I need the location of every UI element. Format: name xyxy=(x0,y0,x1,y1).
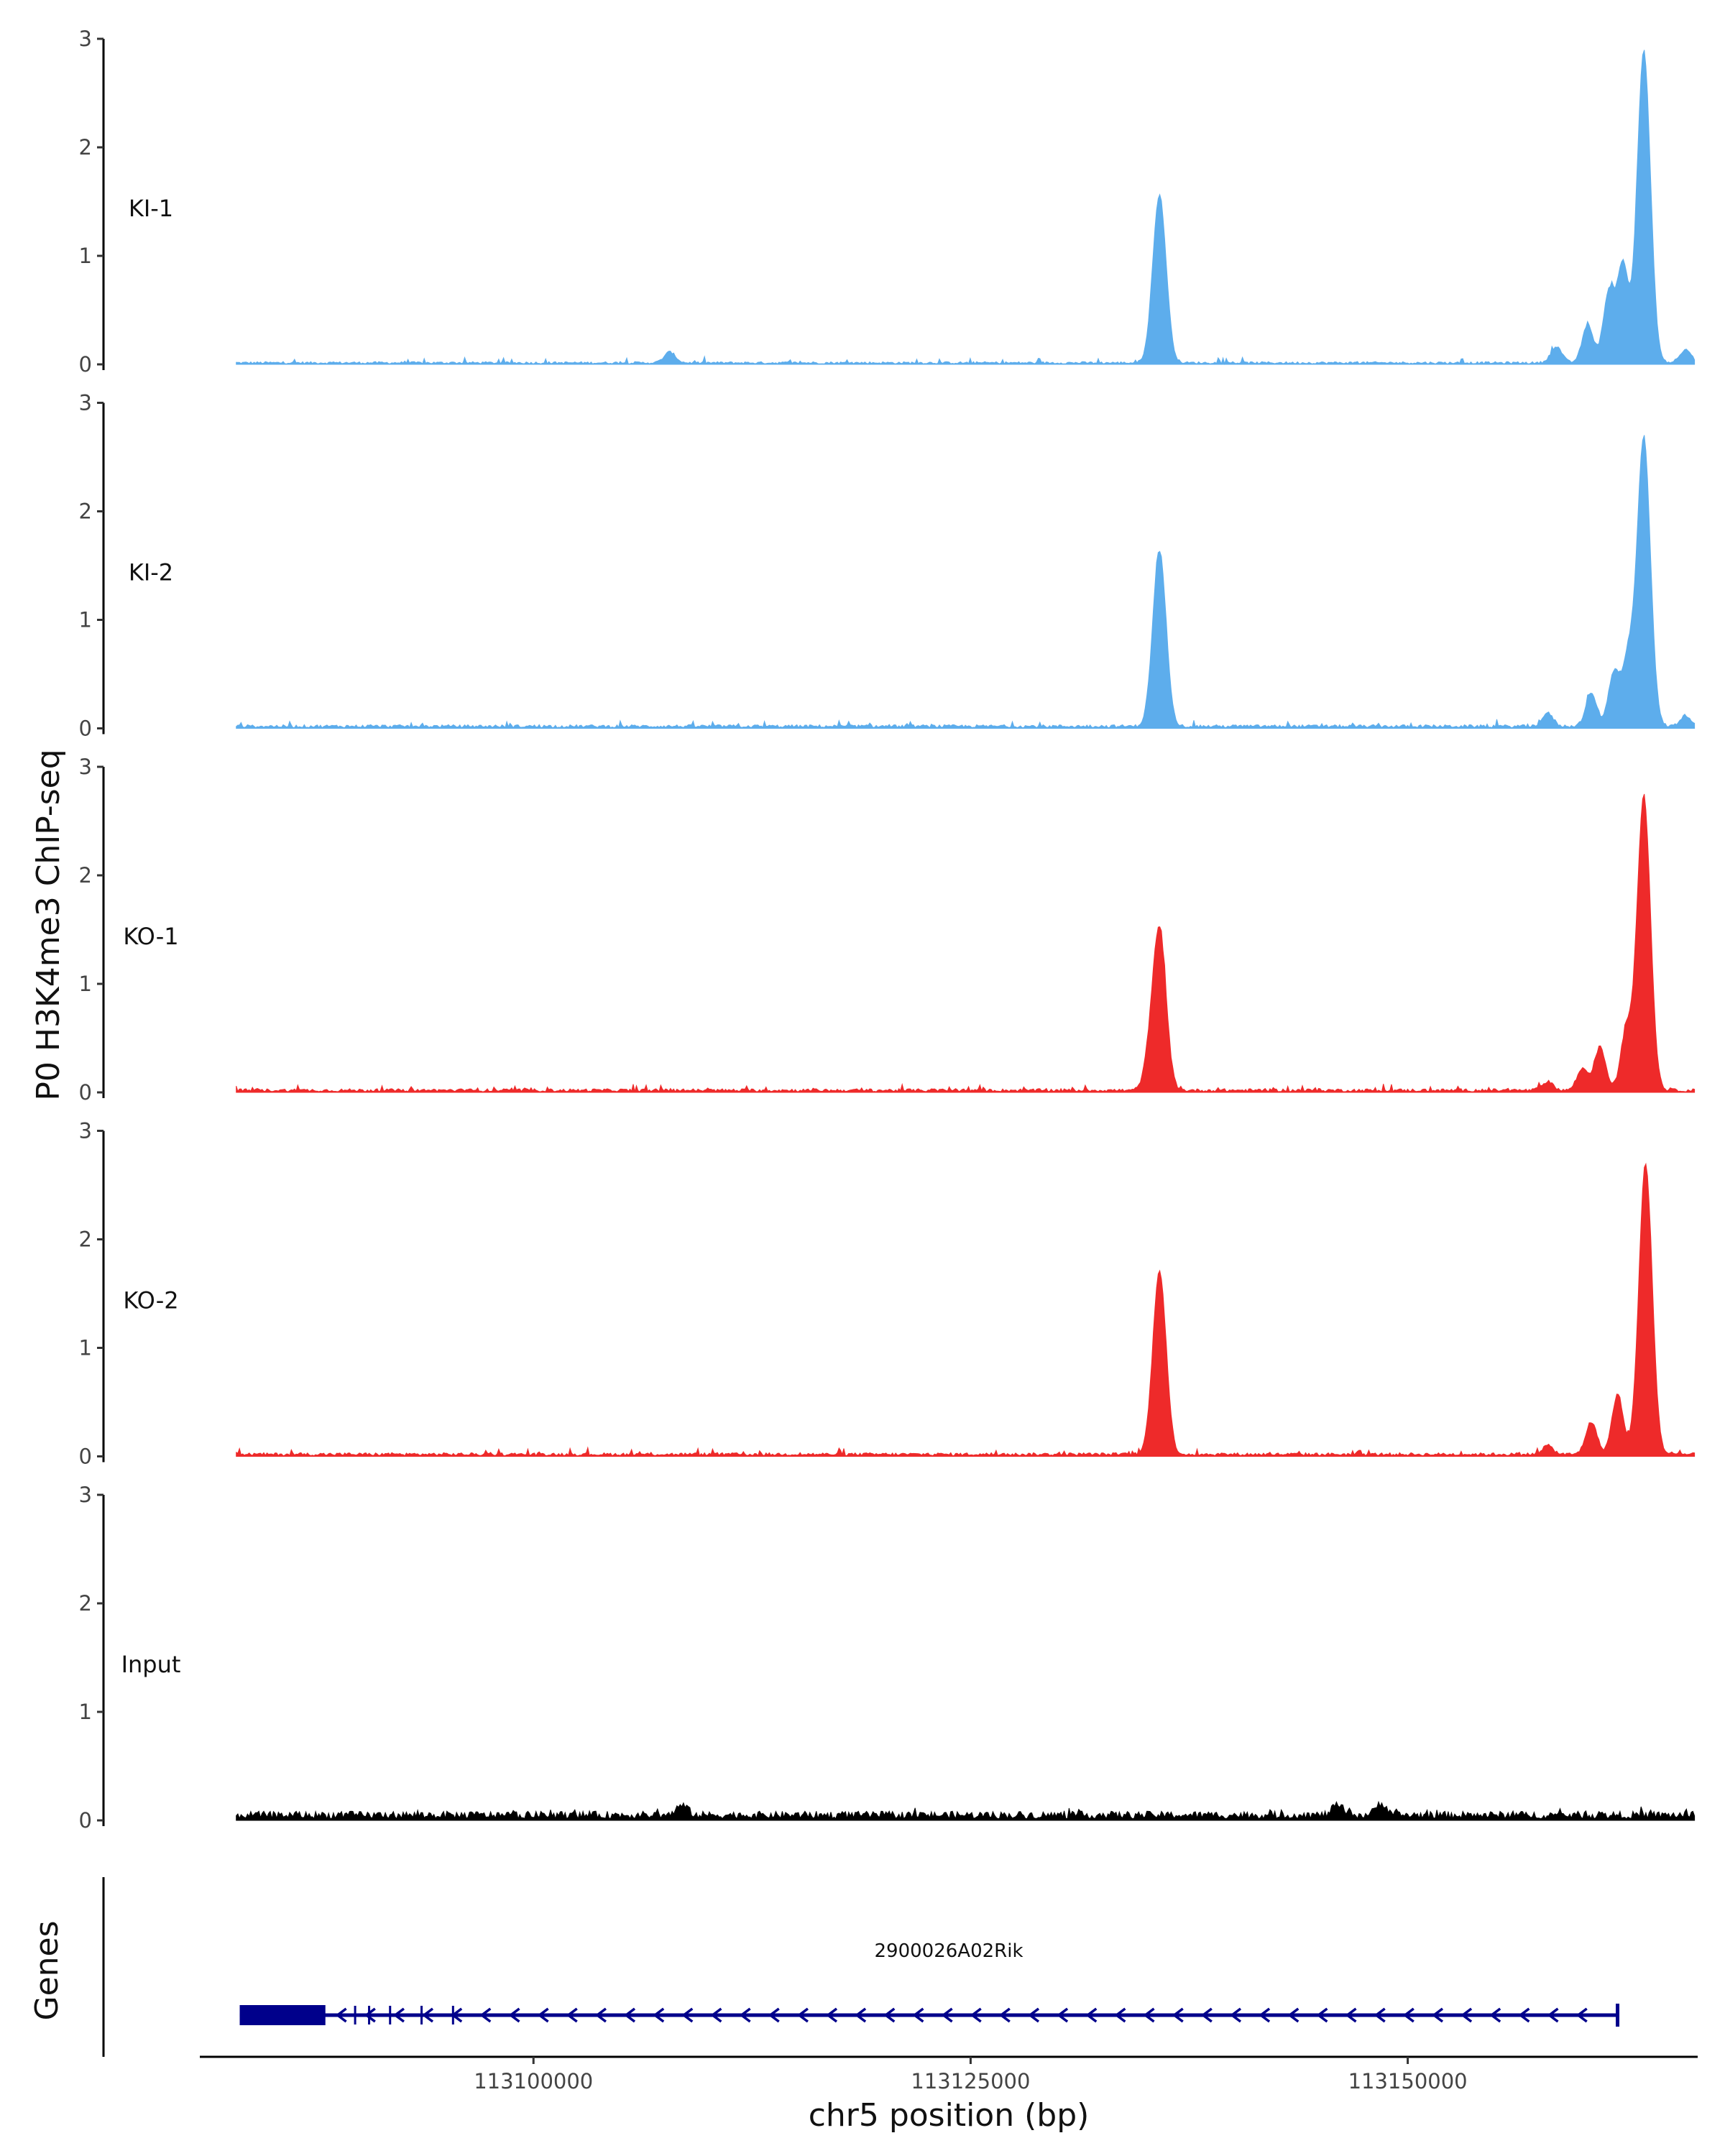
strand-arrow xyxy=(1200,2007,1213,2023)
strand-arrow xyxy=(1432,2007,1444,2023)
strand-arrow xyxy=(335,2007,347,2023)
strand-arrow xyxy=(710,2007,722,2023)
y-tick-label-input: 3 xyxy=(79,1483,92,1507)
y-tick-label-ko-1: 2 xyxy=(79,863,92,888)
strand-arrow xyxy=(1374,2007,1386,2023)
y-tick-label-input: 1 xyxy=(79,1700,92,1724)
strand-arrow xyxy=(826,2007,838,2023)
signal-area-ki-1 xyxy=(236,50,1696,366)
strand-arrow xyxy=(566,2007,578,2023)
strand-arrow xyxy=(1287,2007,1300,2023)
strand-arrow xyxy=(739,2007,751,2023)
strand-arrow xyxy=(653,2007,665,2023)
y-tick-label-ko-2: 3 xyxy=(79,1119,92,1143)
signal-area-ko-1 xyxy=(236,793,1696,1093)
strand-arrow xyxy=(1259,2007,1271,2023)
y-tick-label-ki-2: 1 xyxy=(79,608,92,632)
strand-arrow xyxy=(855,2007,867,2023)
x-tick-label: 113150000 xyxy=(1348,2069,1468,2093)
y-tick-label-ki-1: 3 xyxy=(79,27,92,51)
strand-arrow xyxy=(624,2007,636,2023)
strand-arrow xyxy=(1057,2007,1069,2023)
strand-arrow xyxy=(451,2007,463,2023)
y-tick-label-ko-2: 1 xyxy=(79,1336,92,1360)
y-tick-label-ko-1: 3 xyxy=(79,755,92,779)
y-tick-label-ki-2: 2 xyxy=(79,499,92,524)
strand-arrow xyxy=(1230,2007,1242,2023)
strand-arrow xyxy=(796,2007,809,2023)
x-tick-label: 113100000 xyxy=(474,2069,593,2093)
strand-arrow xyxy=(1576,2007,1588,2023)
y-tick-label-ko-1: 1 xyxy=(79,972,92,996)
strand-arrow xyxy=(1547,2007,1559,2023)
track-label-ki-2: KI-2 xyxy=(129,559,173,586)
strand-arrow xyxy=(594,2007,607,2023)
y-tick-label-ki-1: 2 xyxy=(79,135,92,160)
strand-arrow xyxy=(479,2007,492,2023)
strand-arrow xyxy=(508,2007,520,2023)
y-tick-label-ki-2: 0 xyxy=(79,717,92,741)
strand-arrow xyxy=(537,2007,549,2023)
signal-area-ko-2 xyxy=(236,1162,1696,1457)
gene-exon xyxy=(239,2005,326,2025)
y-tick-label-ki-2: 3 xyxy=(79,391,92,415)
strand-arrow xyxy=(1114,2007,1126,2023)
y-axis-title: P0 H3K4me3 ChIP-seq xyxy=(30,749,67,1100)
strand-arrow xyxy=(364,2007,376,2023)
signal-area-input xyxy=(236,1800,1696,1821)
strand-arrow xyxy=(1143,2007,1155,2023)
strand-arrow xyxy=(1316,2007,1328,2023)
strand-arrow xyxy=(681,2007,694,2023)
y-tick-label-ko-1: 0 xyxy=(79,1080,92,1105)
strand-arrow xyxy=(1028,2007,1040,2023)
y-tick-label-ko-2: 0 xyxy=(79,1445,92,1469)
strand-arrow xyxy=(1172,2007,1184,2023)
strand-arrow xyxy=(883,2007,896,2023)
y-tick-label-input: 2 xyxy=(79,1591,92,1616)
strand-arrow xyxy=(1460,2007,1473,2023)
genes-axis-title: Genes xyxy=(29,1920,65,2020)
strand-arrow xyxy=(1345,2007,1357,2023)
y-tick-label-ki-1: 0 xyxy=(79,352,92,377)
y-tick-label-ki-1: 1 xyxy=(79,244,92,268)
strand-arrow xyxy=(1518,2007,1530,2023)
x-tick-label: 113125000 xyxy=(911,2069,1030,2093)
strand-arrow xyxy=(970,2007,982,2023)
strand-arrow xyxy=(941,2007,953,2023)
signal-area-ki-2 xyxy=(236,435,1696,729)
gene-label: 2900026A02Rik xyxy=(874,1940,1023,1962)
track-label-ki-1: KI-1 xyxy=(129,195,173,222)
strand-arrow xyxy=(1085,2007,1098,2023)
y-tick-label-ko-2: 2 xyxy=(79,1227,92,1252)
strand-arrow xyxy=(768,2007,780,2023)
y-tick-label-input: 0 xyxy=(79,1808,92,1833)
track-label-ko-2: KO-2 xyxy=(123,1287,178,1314)
strand-arrow xyxy=(998,2007,1011,2023)
track-label-ko-1: KO-1 xyxy=(123,923,178,950)
strand-arrow xyxy=(1489,2007,1501,2023)
track-label-input: Input xyxy=(121,1651,181,1678)
x-axis-title: chr5 position (bp) xyxy=(809,2097,1090,2134)
strand-arrow xyxy=(1402,2007,1414,2023)
strand-arrow xyxy=(392,2007,405,2023)
strand-arrow xyxy=(422,2007,434,2023)
strand-arrow xyxy=(912,2007,924,2023)
